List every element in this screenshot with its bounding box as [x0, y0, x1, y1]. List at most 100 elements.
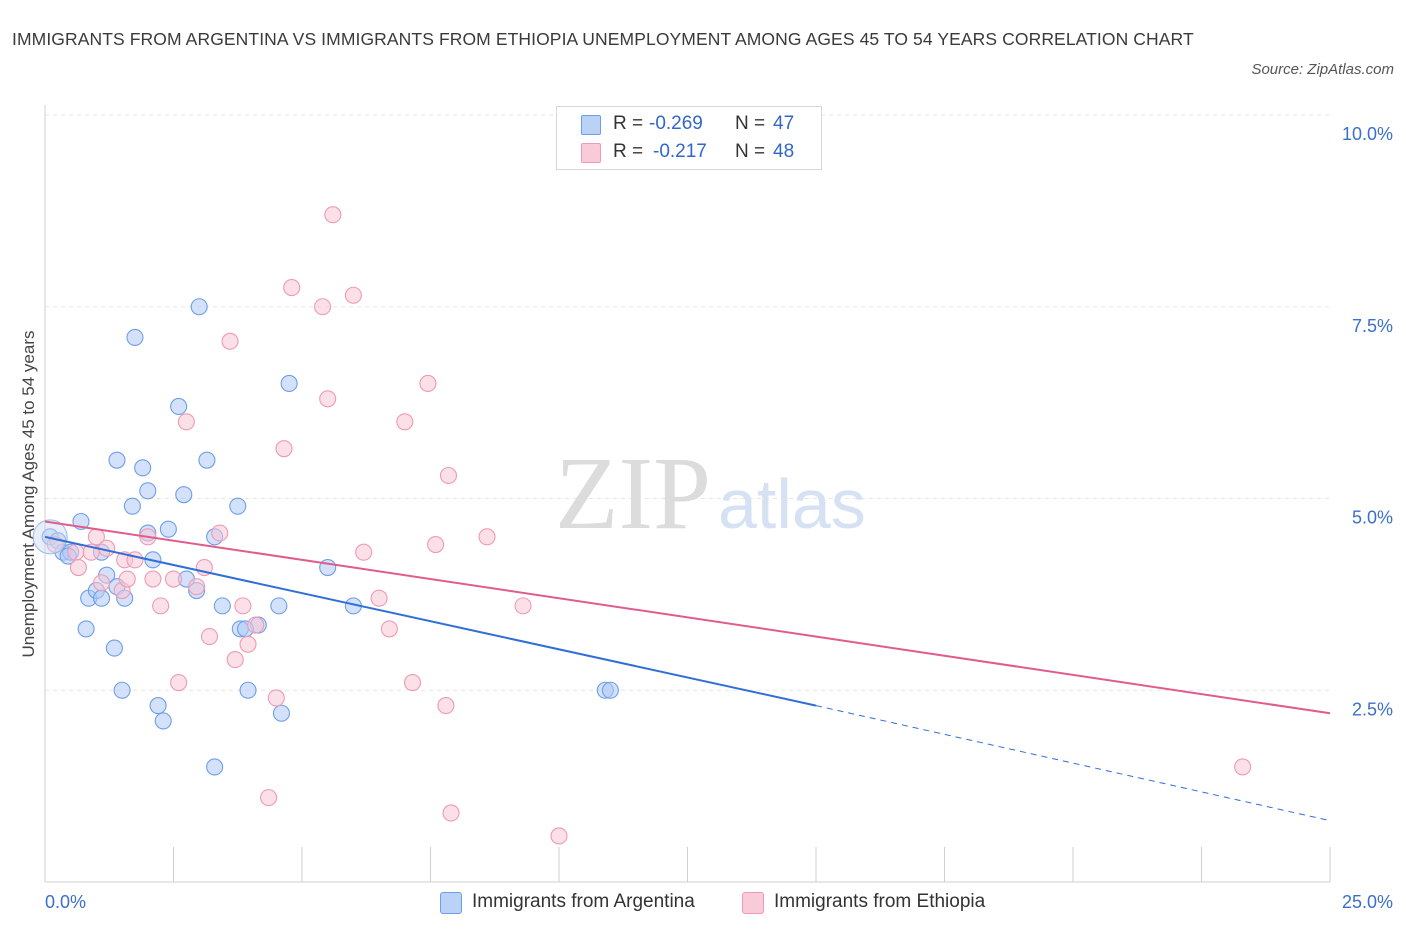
point-ethiopia-22 [226, 651, 244, 669]
point-ethiopia-9 [118, 570, 136, 588]
point-argentina-33 [213, 597, 231, 615]
point-ethiopia-13 [152, 597, 170, 615]
point-ethiopia-35 [370, 589, 388, 607]
legend-swatch-ethiopia [742, 892, 764, 914]
point-ethiopia-26 [260, 789, 278, 807]
stats-legend: R = -0.269 N = 47 R = -0.217 N = 48 [556, 106, 822, 170]
ethiopia-n-value: 48 [773, 141, 795, 162]
axes [44, 105, 1331, 883]
y-tick-label-2: 7.5% [1352, 316, 1393, 336]
point-ethiopia-31 [319, 390, 337, 408]
x-tick-label-left: 0.0% [45, 892, 86, 912]
point-ethiopia-1 [67, 543, 85, 561]
trend-lines [44, 520, 1331, 822]
y-axis-label: Unemployment Among Ages 45 to 54 years [19, 331, 38, 658]
y-tick-label-1: 5.0% [1352, 508, 1393, 528]
point-argentina-22 [149, 697, 167, 715]
point-argentina-25 [170, 397, 188, 416]
point-ethiopia-10 [126, 551, 144, 569]
x-tick-label-right: 25.0% [1342, 892, 1393, 912]
point-argentina-40 [280, 374, 298, 393]
point-argentina-26 [175, 486, 193, 504]
chart-title: IMMIGRANTS FROM ARGENTINA VS IMMIGRANTS … [12, 29, 1194, 49]
point-ethiopia-5 [92, 574, 111, 592]
argentina-n-value: 47 [773, 113, 795, 134]
point-ethiopia-47 [1234, 758, 1252, 776]
argentina-swatch [581, 115, 601, 135]
point-ethiopia-20 [211, 524, 229, 542]
chart-source: Source: ZipAtlas.com [1251, 61, 1394, 78]
point-ethiopia-41 [439, 466, 458, 485]
point-ethiopia-40 [427, 535, 445, 554]
argentina-n-label: N = [735, 113, 766, 134]
legend-swatch-argentina [440, 892, 462, 914]
point-argentina-15 [108, 451, 126, 469]
point-ethiopia-25 [247, 616, 265, 634]
point-ethiopia-15 [170, 674, 188, 692]
point-ethiopia-38 [403, 674, 422, 692]
trend-line-argentina-extension [815, 705, 1331, 822]
point-argentina-14 [113, 681, 131, 699]
argentina-r-label: R = [613, 113, 644, 134]
point-argentina-23 [154, 712, 172, 730]
ethiopia-r-value: -0.217 [653, 141, 707, 162]
point-argentina-20 [139, 482, 157, 500]
point-ethiopia-2 [69, 558, 87, 577]
argentina-r-value: -0.269 [649, 113, 703, 134]
point-argentina-29 [190, 298, 208, 316]
point-argentina-36 [239, 681, 257, 699]
point-ethiopia-28 [275, 440, 293, 458]
point-argentina-12 [77, 620, 95, 638]
ethiopia-n-label: N = [735, 141, 766, 162]
legend-label-ethiopia: Immigrants from Ethiopia [774, 891, 986, 912]
point-ethiopia-42 [437, 697, 455, 715]
point-argentina-13 [105, 639, 123, 657]
watermark-zip: ZIP [555, 436, 711, 551]
x-tick-labels: 0.0% 25.0% [45, 892, 1393, 912]
watermark: ZIP atlas [555, 436, 866, 551]
watermark-atlas: atlas [718, 465, 866, 543]
point-argentina-17 [126, 328, 144, 346]
ethiopia-r-label: R = [613, 141, 644, 162]
point-ethiopia-43 [442, 804, 460, 822]
trend-line-argentina [44, 535, 817, 707]
ethiopia-swatch [581, 143, 601, 163]
y-tick-label-0: 2.5% [1352, 699, 1393, 719]
y-tick-label-3: 10.0% [1342, 124, 1393, 144]
point-argentina-30 [198, 451, 216, 469]
point-ethiopia-34 [355, 543, 373, 561]
point-ethiopia-46 [550, 827, 568, 845]
point-ethiopia-23 [234, 597, 252, 615]
point-ethiopia-44 [478, 528, 496, 546]
point-ethiopia-17 [188, 578, 206, 596]
point-argentina-34 [229, 497, 247, 515]
point-ethiopia-19 [200, 628, 219, 646]
point-argentina-24 [159, 520, 177, 538]
point-ethiopia-29 [283, 279, 301, 297]
point-argentina-9 [92, 589, 111, 607]
series-legend: Immigrants from Argentina Immigrants fro… [0, 888, 1406, 916]
point-ethiopia-45 [514, 597, 532, 615]
legend-label-argentina: Immigrants from Argentina [472, 891, 695, 912]
point-argentina-18 [134, 459, 152, 477]
trend-line-ethiopia [44, 520, 1331, 715]
point-ethiopia-37 [396, 413, 414, 431]
point-argentina-38 [270, 597, 288, 615]
point-ethiopia-27 [267, 689, 285, 707]
y-tick-labels: 2.5% 5.0% 7.5% 10.0% [1342, 124, 1393, 719]
point-ethiopia-32 [324, 206, 342, 224]
point-argentina-16 [123, 497, 141, 515]
point-argentina-44 [601, 681, 619, 699]
data-points [32, 206, 1252, 845]
point-argentina-32 [206, 758, 224, 776]
point-ethiopia-33 [344, 286, 362, 304]
point-ethiopia-21 [221, 332, 239, 350]
point-ethiopia-16 [177, 413, 195, 431]
point-ethiopia-39 [419, 374, 437, 393]
point-ethiopia-14 [164, 570, 183, 588]
point-ethiopia-24 [239, 635, 257, 653]
point-ethiopia-30 [314, 298, 332, 316]
point-ethiopia-36 [380, 620, 398, 638]
point-argentina-39 [272, 704, 290, 722]
